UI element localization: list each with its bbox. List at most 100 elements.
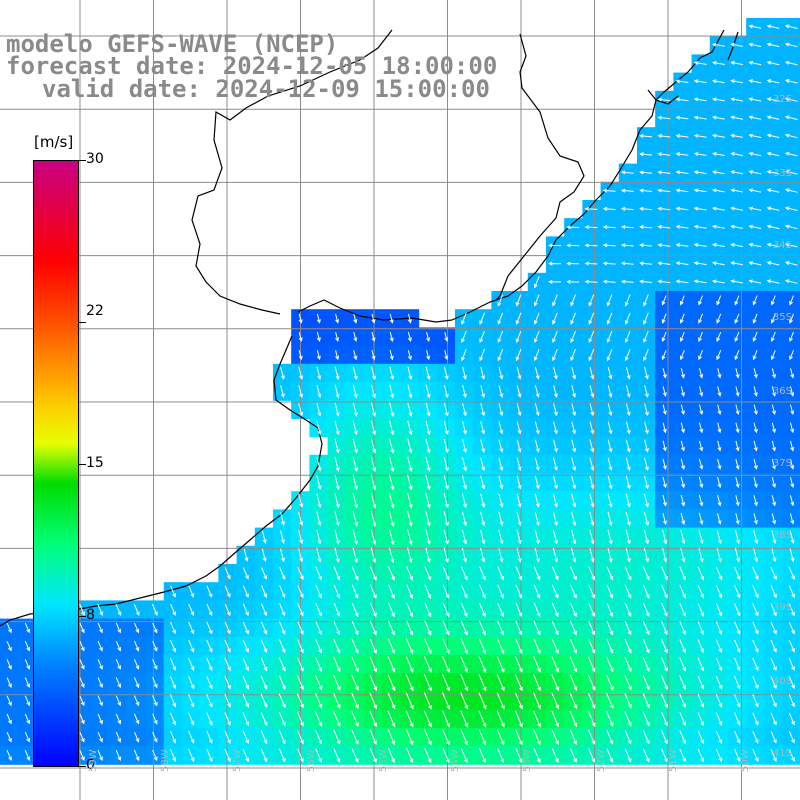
wind-arrow [407,529,413,546]
wind-arrow [551,620,559,636]
wind-arrow [662,386,667,397]
wind-arrow [784,115,798,120]
wind-arrow [298,384,304,399]
wind-arrow [661,295,667,306]
wind-arrow [717,458,722,470]
wind-arrow [206,730,213,744]
wind-arrow [334,493,340,509]
wind-arrow [351,620,359,636]
wind-arrow [316,331,321,342]
wind-arrow [699,386,704,397]
wind-arrow [515,294,522,307]
wind-arrow [516,548,522,563]
wind-arrow [715,712,723,726]
wind-arrow [351,674,359,691]
wind-arrow [369,620,377,636]
wind-arrow [315,675,323,691]
wind-arrow [296,675,304,691]
wind-arrow [734,313,740,324]
wind-arrow [642,748,650,763]
wind-arrow [771,495,777,507]
wind-arrow [730,151,743,157]
wind-arrow [462,384,467,399]
wind-arrow [389,313,394,324]
wind-arrow [188,621,195,635]
wind-arrow [675,97,689,102]
wind-arrow [387,710,396,728]
wind-arrow [407,350,412,361]
wind-arrow [515,584,523,599]
wind-arrow [115,750,122,762]
wind-arrow [661,584,668,599]
wind-arrow [571,511,577,527]
wind-arrow [352,420,358,436]
wind-arrow [753,386,758,397]
wind-arrow [260,639,268,654]
wind-arrow [460,729,468,746]
wind-arrow [97,622,103,634]
lat-label: 38S [772,530,792,541]
wind-arrow [606,584,614,599]
wind-arrow [407,438,413,454]
wind-arrow [771,368,776,379]
wind-arrow [24,641,30,652]
wind-arrow [784,60,798,66]
wind-arrow [498,439,504,453]
wind-arrow [406,747,414,764]
wind-arrow [407,547,413,564]
wind-arrow [188,639,195,653]
wind-arrow [770,694,777,708]
wind-arrow [97,659,103,670]
wind-arrow [497,566,504,581]
wind-arrow [516,529,522,545]
wind-arrow [370,547,377,564]
wind-arrow [224,639,231,653]
wind-arrow [717,440,722,452]
wind-arrow [242,712,250,727]
wind-arrow [679,657,686,672]
wind-arrow [188,730,195,744]
wind-arrow [442,747,450,764]
wind-arrow [680,476,686,489]
wind-arrow [405,638,414,655]
wind-arrow [515,349,522,362]
wind-arrow [679,566,686,581]
wind-arrow [315,657,323,672]
wind-arrow [389,349,394,361]
wind-arrow [639,261,653,266]
wind-arrow [771,440,776,452]
wind-arrow [6,732,12,743]
wind-arrow [606,674,614,691]
wind-arrow [296,711,304,727]
wind-arrow [571,421,577,435]
wind-arrow [662,529,668,545]
wind-arrow [730,60,743,66]
wind-arrow [675,206,689,211]
wind-arrow [188,712,195,726]
wind-arrow [734,350,740,361]
wind-arrow [352,474,358,491]
wind-arrow [639,152,653,157]
wind-arrow [712,133,725,138]
wind-arrow [206,585,213,598]
wind-arrow [6,622,12,634]
wind-arrow [79,750,85,762]
wind-arrow [607,421,613,435]
wind-arrow [242,639,249,653]
colorbar-tick-8: 8 [86,607,95,623]
wind-arrow [697,748,705,763]
wind-arrow [496,674,505,692]
wind-arrow [661,657,668,672]
wind-arrow [584,279,598,284]
wind-arrow [79,677,85,688]
wind-arrow [662,476,667,489]
wind-arrow [624,748,632,763]
wind-arrow [533,747,541,764]
wind-arrow [662,494,667,507]
wind-arrow [333,621,341,636]
wind-arrow [553,403,558,417]
wind-arrow [442,656,450,673]
wind-arrow [571,385,576,399]
wind-arrow [170,603,176,617]
wind-arrow [697,657,705,672]
